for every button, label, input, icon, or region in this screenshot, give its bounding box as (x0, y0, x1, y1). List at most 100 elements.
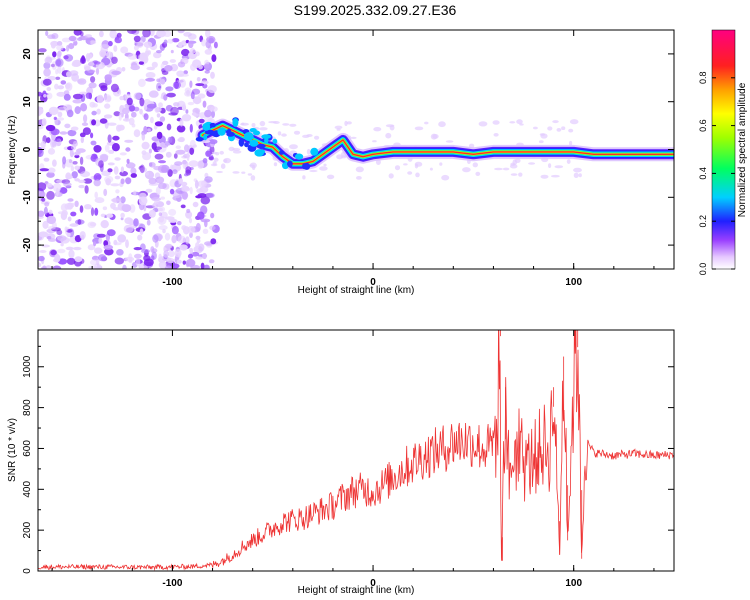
noise-blob (138, 61, 144, 65)
noise-blob (179, 244, 188, 251)
noise-blob (187, 101, 195, 106)
noise-blob (154, 106, 160, 113)
y-tick-label: 800 (22, 399, 33, 416)
noise-blob (99, 118, 108, 124)
noise-blob (125, 239, 129, 249)
noise-blob (83, 114, 88, 123)
noise-blob (177, 61, 186, 68)
noise-blob (71, 61, 81, 67)
noise-blob (119, 170, 128, 177)
noise-blob (164, 232, 171, 241)
noise-blob (153, 51, 162, 59)
noise-blob (48, 106, 59, 116)
noise-blob (184, 173, 189, 177)
noise-blob (53, 116, 57, 120)
noise-blob (151, 61, 158, 68)
noise-blob (107, 134, 112, 143)
noise-blob (158, 216, 164, 223)
noise-blob (99, 30, 104, 38)
noise-blob (56, 91, 66, 97)
noise-blob (568, 128, 574, 133)
noise-blob (158, 253, 162, 260)
noise-blob (196, 77, 201, 82)
noise-blob (561, 126, 566, 130)
noise-blob (55, 69, 59, 75)
ridge-blob (195, 136, 204, 142)
noise-blob (56, 44, 64, 51)
noise-blob (125, 227, 134, 233)
y-tick-label: -20 (22, 237, 33, 252)
noise-blob (211, 54, 217, 62)
noise-blob (61, 37, 71, 43)
noise-blob (98, 254, 107, 262)
noise-blob (282, 123, 290, 126)
noise-blob (103, 114, 113, 119)
noise-blob (178, 136, 185, 143)
noise-blob (143, 113, 149, 121)
noise-blob (494, 167, 503, 171)
noise-blob (556, 127, 562, 132)
noise-blob (302, 134, 310, 138)
noise-blob (116, 124, 122, 132)
noise-blob (148, 162, 156, 168)
noise-blob (208, 259, 215, 264)
noise-blob (66, 109, 74, 118)
noise-blob (186, 152, 190, 161)
noise-blob (104, 144, 110, 153)
noise-blob (188, 160, 199, 168)
noise-blob (71, 171, 78, 179)
noise-blob (134, 253, 142, 259)
noise-blob (187, 253, 194, 259)
noise-blob (158, 160, 166, 164)
ridge-blob (238, 138, 245, 147)
noise-blob (126, 158, 130, 164)
noise-blob (184, 144, 190, 153)
ridge-blob (217, 127, 226, 136)
noise-blob (181, 114, 192, 122)
noise-blob (185, 210, 193, 219)
noise-blob (55, 76, 61, 81)
noise-blob (169, 188, 175, 195)
y-tick-label: 200 (22, 521, 33, 538)
y-tick-label: 400 (22, 481, 33, 498)
ridge-blob (249, 139, 259, 147)
noise-blob (59, 131, 68, 135)
noise-blob (38, 146, 43, 155)
noise-blob (77, 219, 82, 225)
noise-blob (177, 30, 185, 34)
ridge-blob (243, 132, 254, 141)
noise-blob (204, 176, 213, 183)
noise-blob (403, 163, 408, 166)
noise-blob (41, 197, 46, 202)
noise-blob (302, 175, 306, 180)
noise-blob (174, 161, 183, 166)
noise-blob (153, 200, 159, 205)
noise-blob (124, 139, 134, 143)
noise-blob (148, 209, 156, 218)
ridge-blob (264, 137, 269, 144)
noise-blob (185, 258, 196, 267)
noise-blob (117, 234, 127, 243)
noise-blob (232, 171, 240, 174)
noise-blob (195, 256, 204, 260)
noise-blob (173, 153, 178, 159)
noise-blob (204, 70, 210, 74)
noise-blob (52, 51, 57, 58)
noise-blob (133, 45, 139, 51)
noise-blob (197, 160, 205, 169)
colorbar: 0.0 0.2 0.4 0.6 0.8 Normalized spectral ampl… (698, 29, 748, 275)
noise-blob (195, 195, 203, 199)
noise-blob (472, 162, 478, 168)
noise-blob (72, 246, 82, 251)
noise-blob (68, 249, 75, 259)
noise-blob (93, 179, 101, 187)
noise-blob (173, 102, 180, 107)
noise-blob (95, 67, 100, 75)
noise-blob (128, 105, 136, 112)
noise-blob (121, 67, 126, 72)
noise-blob (540, 174, 549, 179)
noise-blob (155, 176, 165, 184)
noise-blob (326, 174, 335, 180)
noise-blob (68, 159, 73, 164)
